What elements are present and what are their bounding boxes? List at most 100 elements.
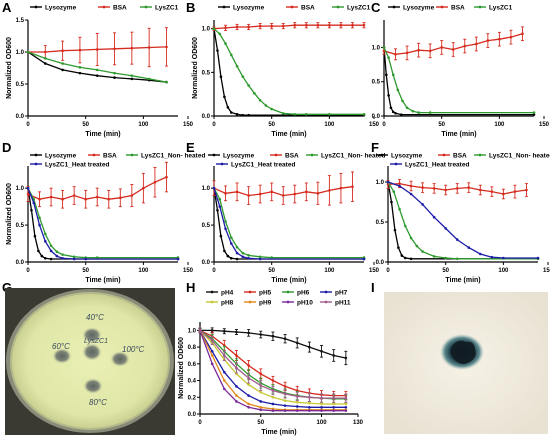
series-line <box>387 181 538 259</box>
data-point <box>362 112 366 116</box>
data-point <box>224 192 227 195</box>
data-point <box>247 257 250 260</box>
data-point <box>421 203 424 206</box>
chart-f: 0 50 100 150 0.0 0.5 1.0 Time (min) Lysozyme BSA L… <box>376 152 550 284</box>
legend-label: pH7 <box>335 289 348 296</box>
y-tick-label: 0.6 <box>188 362 197 368</box>
data-point <box>38 223 41 227</box>
series-line <box>383 47 534 116</box>
data-point <box>404 224 407 228</box>
data-point <box>223 370 226 374</box>
data-point <box>253 92 256 95</box>
x-tick-label: 50 <box>82 268 89 274</box>
data-point <box>398 182 401 185</box>
data-point <box>385 73 388 77</box>
data-point <box>258 98 262 102</box>
legend-label: pH4 <box>221 289 234 296</box>
data-point <box>247 394 250 397</box>
series-lysozyme: Lysozyme <box>382 4 536 116</box>
data-point <box>44 62 47 65</box>
data-point <box>212 186 216 190</box>
legend-marker <box>290 5 294 9</box>
y-tick-label: 0.0 <box>202 260 211 266</box>
data-point <box>525 188 528 192</box>
data-point <box>270 190 273 194</box>
data-point <box>387 94 390 97</box>
data-point <box>415 244 419 248</box>
data-point <box>270 256 273 259</box>
legend-marker <box>222 5 226 9</box>
legend-label: LysZC1 <box>155 4 179 11</box>
data-point <box>72 194 76 197</box>
y-tick-label: 0.0 <box>376 260 385 266</box>
data-point <box>440 46 443 49</box>
legend-label: pH8 <box>221 299 234 306</box>
x-tick-label: 0 <box>212 268 216 274</box>
series-lysozyme: Lysozyme <box>376 152 540 261</box>
data-point <box>394 111 397 115</box>
data-point <box>147 77 151 81</box>
data-point <box>259 406 263 409</box>
x-tick-label: 50 <box>438 122 445 128</box>
legend-label: pH11 <box>335 299 351 306</box>
data-point <box>502 256 505 260</box>
legend-marker <box>440 5 444 9</box>
y-tick-label: 1.5 <box>16 18 25 24</box>
legend-marker <box>144 5 148 9</box>
data-point <box>38 197 41 201</box>
data-point <box>147 46 151 49</box>
legend-marker <box>394 162 398 166</box>
panel-letter-B: B <box>186 0 195 15</box>
data-point <box>362 257 366 261</box>
y-axis-label: Normalized OD600 <box>192 37 199 99</box>
x-axis-label: Time (min) <box>271 277 306 284</box>
data-point <box>230 236 233 239</box>
data-point <box>72 255 76 259</box>
data-point <box>509 35 513 39</box>
data-point <box>210 349 214 353</box>
data-point <box>247 383 250 387</box>
x-tick-label: 100 <box>324 122 335 128</box>
clear-zone-80c <box>83 378 103 394</box>
data-point <box>55 250 59 253</box>
data-point <box>241 113 245 117</box>
data-point <box>235 190 239 194</box>
charts-layer: 0 50 100 150 0.0 0.5 1.0 1.5 Time (min) Normalize… <box>6 4 550 436</box>
data-point <box>271 379 275 382</box>
data-point <box>521 32 524 36</box>
data-point <box>61 197 64 201</box>
data-point <box>72 257 76 261</box>
legend-label: Lysozyme <box>45 4 77 11</box>
clear-zone-40c <box>82 327 102 343</box>
series-ph11: pH11 <box>198 299 351 403</box>
data-point <box>223 329 226 333</box>
x-tick-label: 0 <box>212 122 216 128</box>
data-point <box>320 396 323 400</box>
data-point <box>283 385 287 388</box>
x-axis-label: Time (min) <box>85 277 120 284</box>
data-point <box>295 395 299 398</box>
x-axis-label: Time (min) <box>85 131 120 138</box>
data-point <box>258 192 262 196</box>
data-point <box>409 236 413 240</box>
legend-marker <box>220 162 224 166</box>
clear-zone-60c <box>52 348 72 364</box>
data-point <box>223 95 226 99</box>
data-point <box>391 110 395 114</box>
data-point <box>396 88 400 92</box>
series-lyszc1-non-heated: LysZC1_Non- heated <box>26 152 205 259</box>
y-tick-label: 0.0 <box>202 114 211 120</box>
data-point <box>176 257 180 261</box>
x-tick-label: 0 <box>198 420 202 426</box>
legend-label: BSA <box>451 4 465 11</box>
data-point <box>421 186 424 189</box>
data-point <box>30 209 33 212</box>
data-point <box>320 409 323 412</box>
legend-label: LysZC1_Non- heated <box>321 152 385 159</box>
data-point <box>142 186 145 190</box>
data-point <box>130 46 134 50</box>
data-point <box>259 408 263 412</box>
series-line <box>213 28 364 115</box>
legend-marker <box>212 153 216 157</box>
data-point <box>400 113 403 116</box>
